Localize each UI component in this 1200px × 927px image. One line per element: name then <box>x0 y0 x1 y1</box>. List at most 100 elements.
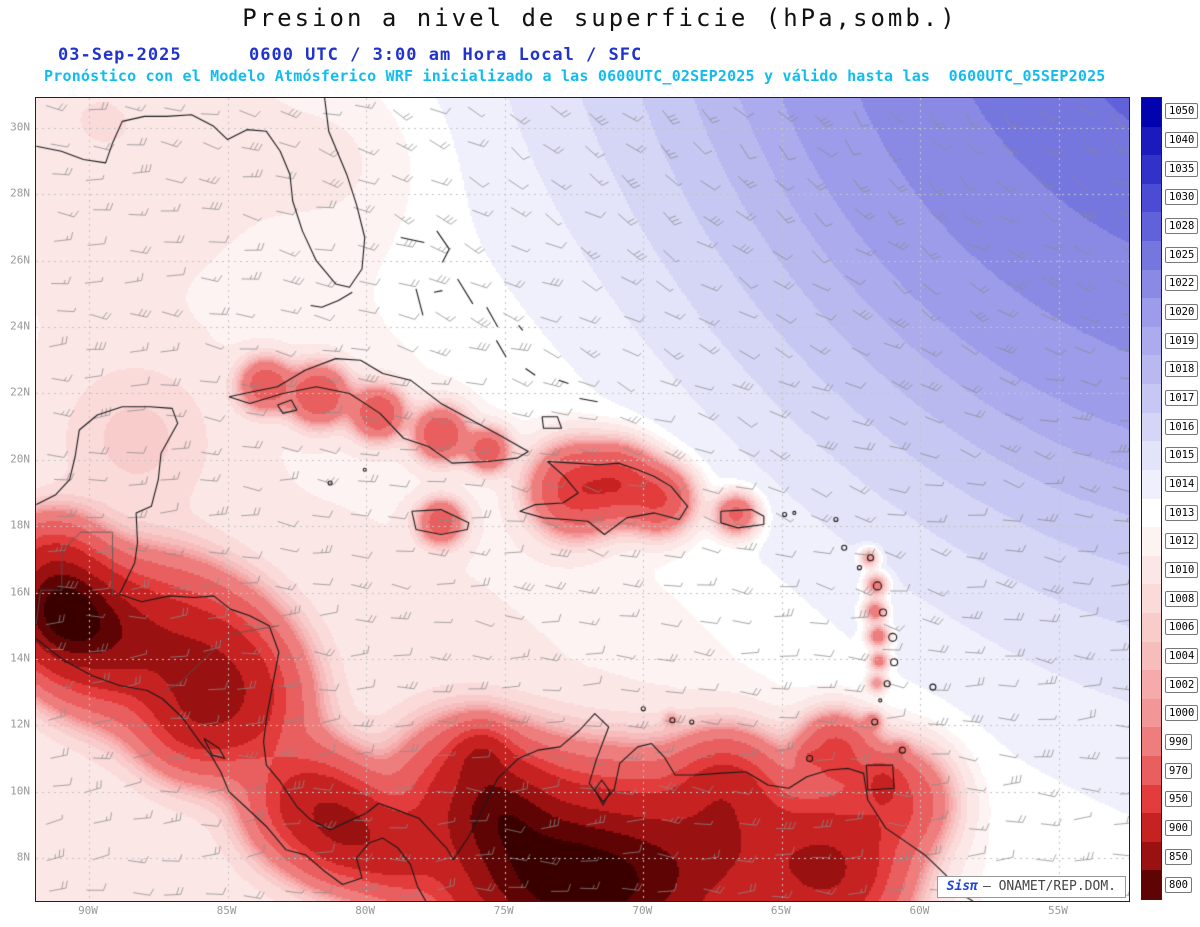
colorbar-value: 1028 <box>1165 218 1199 235</box>
lon-tick-label: 60W <box>909 904 930 917</box>
colorbar-label-row: 1019 <box>1165 326 1199 355</box>
colorbar-label-row: 1040 <box>1165 126 1199 155</box>
page-title: Presion a nivel de superficie (hPa,somb.… <box>242 4 958 32</box>
colorbar-value: 1015 <box>1165 447 1199 464</box>
colorbar-value: 1010 <box>1165 562 1199 579</box>
colorbar-label-row: 990 <box>1165 728 1198 757</box>
lat-tick-label: 28N <box>10 186 30 200</box>
lat-tick-label: 24N <box>10 319 30 333</box>
pressure-colorbar: 1050 1040 1035 1030 1028 1025 1022 1020 1019 1018… <box>1141 97 1199 900</box>
colorbar-swatch <box>1142 326 1161 356</box>
colorbar-swatch <box>1142 441 1161 470</box>
colorbar-swatch <box>1142 183 1161 213</box>
lat-tick-label: 10N <box>10 784 30 798</box>
colorbar-swatch <box>1142 784 1161 814</box>
colorbar-swatch <box>1142 612 1161 642</box>
lat-tick-label: 30N <box>10 120 30 134</box>
lat-tick-label: 22N <box>10 385 30 399</box>
lon-tick-label: 70W <box>632 904 653 917</box>
map-panel: Sisπ – ONAMET/REP.DOM. <box>35 97 1130 902</box>
colorbar-swatch <box>1142 298 1161 327</box>
colorbar-label-row: 1030 <box>1165 183 1199 212</box>
colorbar-value: 1035 <box>1165 160 1199 177</box>
colorbar-label-row: 1006 <box>1165 613 1199 642</box>
colorbar-label-row: 1008 <box>1165 584 1199 613</box>
colorbar-swatch <box>1142 155 1161 184</box>
colorbar-swatch <box>1142 269 1161 299</box>
colorbar-label-row: 1013 <box>1165 498 1199 527</box>
colorbar-value: 1013 <box>1165 504 1199 521</box>
colorbar-swatch <box>1142 126 1161 156</box>
colorbar-label-row: 1050 <box>1165 97 1199 126</box>
lon-tick-label: 75W <box>493 904 514 917</box>
colorbar-value: 900 <box>1165 820 1192 837</box>
lat-tick-label: 18N <box>10 518 30 532</box>
colorbar-swatch <box>1142 212 1161 242</box>
colorbar-swatch <box>1142 555 1161 585</box>
colorbar-label-row: 1028 <box>1165 212 1199 241</box>
colorbar-gradient <box>1141 97 1162 900</box>
colorbar-value: 1030 <box>1165 189 1199 206</box>
colorbar-value: 1012 <box>1165 533 1199 550</box>
colorbar-label-row: 1010 <box>1165 556 1199 585</box>
credit-badge: Sisπ – ONAMET/REP.DOM. <box>936 876 1126 898</box>
lon-tick-label: 90W <box>78 904 98 917</box>
colorbar-value: 1019 <box>1165 332 1199 349</box>
colorbar-value: 1004 <box>1165 648 1199 665</box>
colorbar-label-row: 1017 <box>1165 384 1199 413</box>
colorbar-value: 1006 <box>1165 619 1199 636</box>
colorbar-value: 1017 <box>1165 390 1199 407</box>
credit-text: – ONAMET/REP.DOM. <box>982 879 1116 894</box>
colorbar-label-row: 800 <box>1165 871 1198 900</box>
colorbar-label-row: 1014 <box>1165 470 1199 499</box>
colorbar-swatch <box>1142 641 1161 671</box>
colorbar-value: 850 <box>1165 848 1192 865</box>
colorbar-swatch <box>1142 355 1161 385</box>
colorbar-swatch <box>1142 384 1161 413</box>
lon-tick-label: 80W <box>355 904 376 917</box>
pressure-map-canvas <box>36 98 1129 901</box>
colorbar-swatch <box>1142 813 1161 842</box>
colorbar-label-row: 1022 <box>1165 269 1199 298</box>
colorbar-label-row: 1035 <box>1165 154 1199 183</box>
colorbar-value: 1016 <box>1165 418 1199 435</box>
colorbar-value: 1002 <box>1165 676 1199 693</box>
colorbar-value: 950 <box>1165 791 1192 808</box>
lat-tick-label: 16N <box>10 585 30 599</box>
colorbar-label-row: 1018 <box>1165 355 1199 384</box>
colorbar-value: 1000 <box>1165 705 1199 722</box>
colorbar-swatch <box>1142 841 1161 871</box>
colorbar-value: 800 <box>1165 877 1192 894</box>
lat-tick-label: 12N <box>10 717 30 731</box>
colorbar-value: 990 <box>1165 734 1192 751</box>
colorbar-value: 1020 <box>1165 304 1199 321</box>
colorbar-swatch <box>1142 241 1161 270</box>
lat-tick-label: 14N <box>10 651 30 665</box>
colorbar-label-row: 1004 <box>1165 642 1199 671</box>
credit-brand: Sisπ <box>946 879 978 894</box>
colorbar-swatch <box>1142 412 1161 442</box>
colorbar-value: 1018 <box>1165 361 1199 378</box>
colorbar-label-row: 970 <box>1165 756 1198 785</box>
colorbar-label-row: 1025 <box>1165 240 1199 269</box>
colorbar-swatch <box>1142 727 1161 757</box>
colorbar-swatch <box>1142 870 1161 900</box>
colorbar-labels: 1050 1040 1035 1030 1028 1025 1022 1020 1019 1018… <box>1165 97 1199 900</box>
colorbar-swatch <box>1142 698 1161 728</box>
lon-tick-label: 85W <box>216 904 237 917</box>
colorbar-swatch <box>1142 469 1161 499</box>
colorbar-value: 1040 <box>1165 132 1199 148</box>
colorbar-label-row: 1002 <box>1165 670 1199 699</box>
colorbar-swatch <box>1142 584 1161 613</box>
colorbar-label-row: 1012 <box>1165 527 1199 556</box>
colorbar-value: 1008 <box>1165 590 1199 607</box>
forecast-description: Pronóstico con el Modelo Atmósferico WRF… <box>44 67 1106 85</box>
lat-tick-label: 26N <box>10 253 30 267</box>
colorbar-label-row: 1016 <box>1165 412 1199 441</box>
colorbar-swatch <box>1142 498 1161 528</box>
lat-tick-label: 20N <box>10 452 30 466</box>
colorbar-value: 1014 <box>1165 476 1199 493</box>
colorbar-value: 1025 <box>1165 246 1199 263</box>
colorbar-label-row: 1020 <box>1165 298 1199 327</box>
colorbar-label-row: 950 <box>1165 785 1198 814</box>
